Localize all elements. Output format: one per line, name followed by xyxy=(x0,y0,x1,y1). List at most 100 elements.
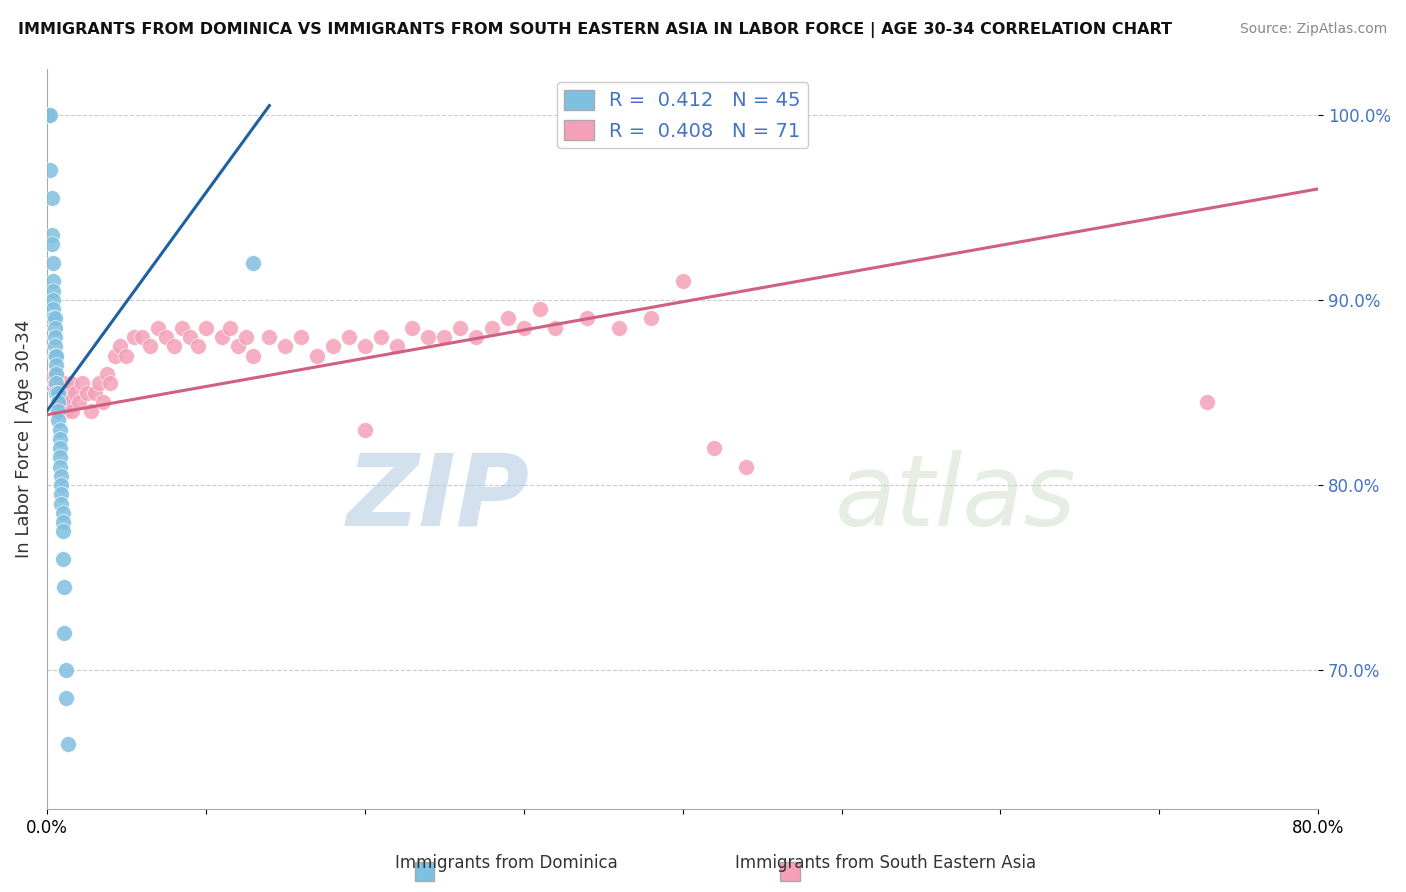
Point xyxy=(170,320,193,334)
Point xyxy=(100,376,122,391)
Text: Immigrants from South Eastern Asia: Immigrants from South Eastern Asia xyxy=(735,855,1036,872)
Point xyxy=(42,275,65,289)
Point xyxy=(45,358,67,372)
Point xyxy=(44,339,66,353)
Point xyxy=(108,339,131,353)
Point xyxy=(42,256,65,270)
Text: Immigrants from Dominica: Immigrants from Dominica xyxy=(395,855,617,872)
Point xyxy=(211,330,233,344)
Point xyxy=(39,376,62,391)
Point xyxy=(53,580,76,594)
Point xyxy=(51,478,73,492)
Point xyxy=(52,506,75,520)
Point xyxy=(226,339,249,353)
Legend: R =  0.412   N = 45, R =  0.408   N = 71: R = 0.412 N = 45, R = 0.408 N = 71 xyxy=(557,82,808,148)
Point xyxy=(481,320,503,334)
Point xyxy=(53,376,76,391)
Point xyxy=(48,450,70,465)
Point xyxy=(179,330,201,344)
Point xyxy=(56,737,79,751)
Point xyxy=(44,376,66,391)
Point xyxy=(51,487,73,501)
Point xyxy=(1195,394,1218,409)
Point xyxy=(53,626,76,640)
Point xyxy=(242,256,264,270)
Point xyxy=(58,394,80,409)
Point xyxy=(139,339,162,353)
Point xyxy=(83,385,105,400)
Point xyxy=(124,330,146,344)
Point xyxy=(46,404,69,418)
Text: ZIP: ZIP xyxy=(347,450,530,547)
Point xyxy=(465,330,488,344)
Point xyxy=(44,311,66,326)
Point xyxy=(55,663,77,677)
Point xyxy=(433,330,456,344)
Point xyxy=(45,367,67,381)
Point xyxy=(496,311,519,326)
Point xyxy=(48,459,70,474)
Point xyxy=(370,330,392,344)
Point xyxy=(640,311,662,326)
Point xyxy=(512,320,534,334)
Point xyxy=(65,385,87,400)
Point xyxy=(56,385,79,400)
Point xyxy=(48,385,70,400)
Point xyxy=(42,293,65,307)
Point xyxy=(48,432,70,446)
Point xyxy=(131,330,153,344)
Point xyxy=(45,349,67,363)
Point xyxy=(104,349,127,363)
Point xyxy=(48,423,70,437)
Point xyxy=(42,284,65,298)
Point xyxy=(70,376,93,391)
Point xyxy=(307,349,329,363)
Point xyxy=(146,320,169,334)
Point xyxy=(115,349,138,363)
Point xyxy=(91,394,114,409)
Point xyxy=(52,515,75,529)
Point xyxy=(44,330,66,344)
Point xyxy=(155,330,177,344)
Point xyxy=(418,330,440,344)
Point xyxy=(52,524,75,539)
Point xyxy=(337,330,360,344)
Point xyxy=(48,441,70,455)
Point xyxy=(52,394,75,409)
Point xyxy=(80,404,103,418)
Point xyxy=(163,339,186,353)
Point xyxy=(259,330,281,344)
Point xyxy=(385,339,408,353)
Point xyxy=(55,691,77,706)
Point xyxy=(37,376,59,391)
Point xyxy=(51,497,73,511)
Point xyxy=(449,320,471,334)
Point xyxy=(655,117,678,131)
Point xyxy=(41,370,63,384)
Point xyxy=(55,404,77,418)
Point xyxy=(274,339,297,353)
Point xyxy=(607,320,630,334)
Point xyxy=(735,459,758,474)
Point xyxy=(46,376,69,391)
Point xyxy=(42,302,65,317)
Point xyxy=(45,376,67,391)
Point xyxy=(45,367,67,381)
Point xyxy=(39,163,62,178)
Point xyxy=(45,385,67,400)
Point xyxy=(235,330,257,344)
Point xyxy=(290,330,312,344)
Text: Source: ZipAtlas.com: Source: ZipAtlas.com xyxy=(1240,22,1388,37)
Point xyxy=(44,320,66,334)
Point xyxy=(41,191,63,205)
Point xyxy=(529,302,551,317)
Point xyxy=(322,339,344,353)
Point xyxy=(187,339,209,353)
Point xyxy=(39,108,62,122)
Point xyxy=(59,376,82,391)
Point xyxy=(42,311,65,326)
Point xyxy=(576,311,599,326)
Point xyxy=(46,385,69,400)
Point xyxy=(703,441,725,455)
Point xyxy=(353,423,375,437)
